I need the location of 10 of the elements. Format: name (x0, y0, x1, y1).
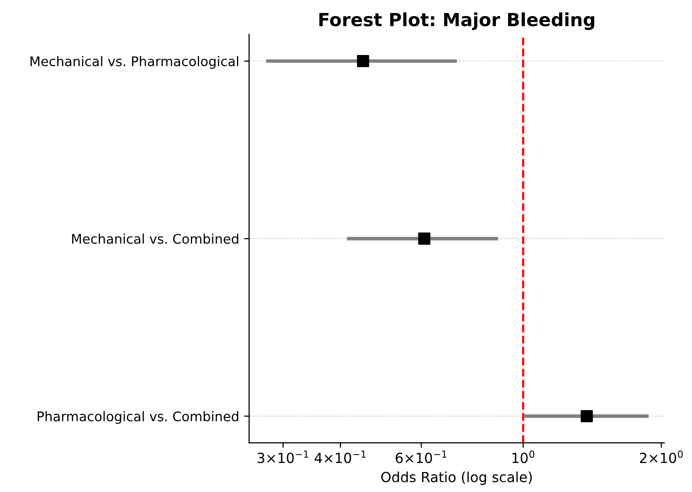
x-tick-label: 2×10$^{0}$ (640, 450, 683, 464)
y-tick-label: Mechanical vs. Combined (72, 234, 238, 244)
y-tick-label: Pharmacological vs. Combined (38, 411, 238, 424)
chart-title: Forest Plot: Major Bleeding (319, 12, 594, 30)
y-tick-label: Mechanical vs. Pharmacological (30, 56, 238, 69)
x-axis-title: Odds Ratio (log scale) (381, 472, 532, 485)
x-tick-label: 4×10$^{−1}$ (314, 450, 366, 464)
x-tick-label: 3×10$^{−1}$ (258, 450, 308, 464)
x-tick-label: 6×10$^{−1}$ (396, 450, 446, 464)
x-tick-label: 10$^{0}$ (512, 450, 534, 464)
